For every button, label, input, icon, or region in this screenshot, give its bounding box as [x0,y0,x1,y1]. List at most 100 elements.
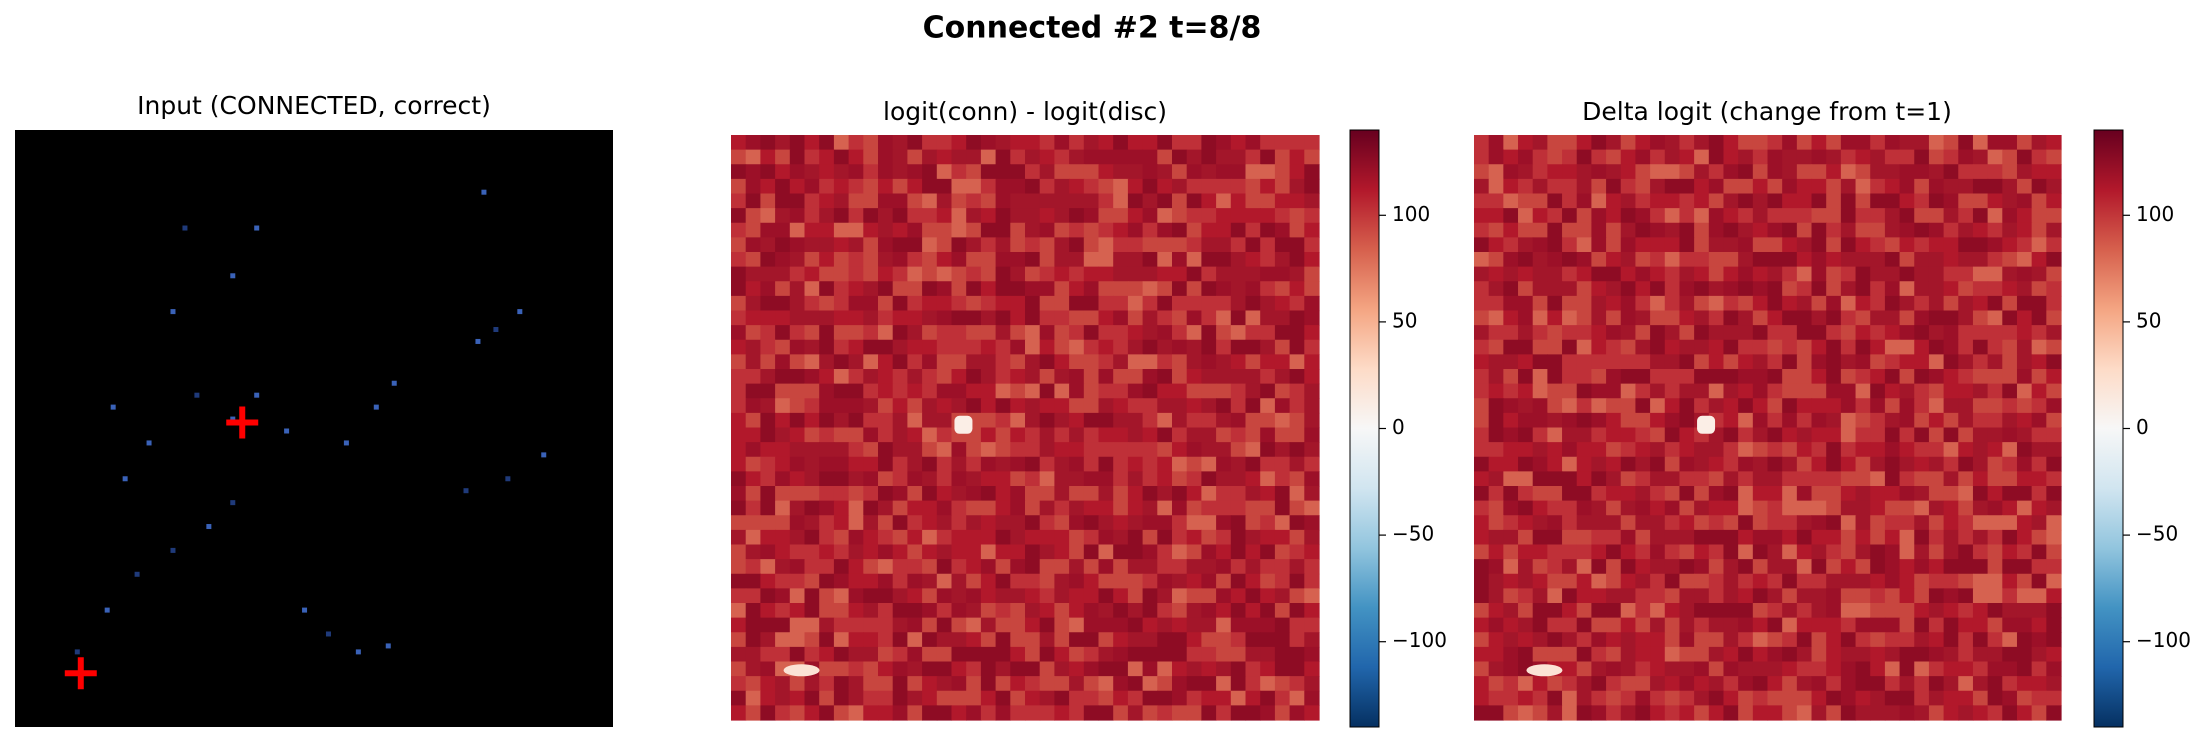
heatmap-cell [1870,456,1886,472]
heatmap-cell [1113,193,1129,209]
heatmap-cell [863,295,879,312]
heatmap-cell [2016,398,2033,414]
heatmap-cell [863,442,879,458]
heatmap-cell [731,135,747,151]
heatmap-cell [2046,544,2062,560]
heatmap-cell [1518,705,1534,721]
heatmap-cell [1010,442,1026,458]
heatmap-cell [775,544,791,560]
heatmap-cell [2002,705,2018,721]
heatmap-cell [1606,295,1622,312]
heatmap-cell [1069,442,1085,458]
heatmap-cell [1811,676,1827,692]
heatmap-cell [1972,559,1989,575]
heatmap-cell [1142,573,1158,589]
heatmap-cell [1289,208,1305,224]
heatmap-cell [1694,149,1710,165]
heatmap-cell [1260,442,1276,458]
heatmap-cell [1870,515,1886,531]
heatmap-cell [1664,252,1681,268]
heatmap-cell [1972,617,1989,633]
heatmap-cell [1884,208,1901,224]
heatmap-cell [1098,544,1114,560]
heatmap-cell [731,412,747,429]
heatmap-cell [1260,193,1276,209]
heatmap-cell [1987,135,2003,151]
heatmap-cell [1157,646,1173,663]
heatmap-cell [1039,544,1055,560]
heatmap-cell [1899,617,1915,633]
heatmap-cell [1562,486,1578,502]
heatmap-cell [1260,661,1276,677]
heatmap-cell [966,573,982,589]
heatmap-cell [1972,588,1989,604]
heatmap-cell [878,646,894,663]
heatmap-cell [980,529,997,546]
heatmap-cell [1796,544,1813,560]
heatmap-cell [1840,252,1857,268]
heatmap-cell [1010,500,1026,516]
heatmap-cell [1518,281,1534,297]
heatmap-cell [1664,617,1681,633]
heatmap-cell [980,237,997,253]
heatmap-cell [1503,573,1519,589]
heatmap-cell [1796,369,1813,385]
heatmap-cell [1488,486,1504,502]
heatmap-cell [1230,325,1247,341]
heatmap-cell [1127,369,1144,385]
heatmap-cell [1172,705,1188,721]
heatmap-cell [1796,222,1813,238]
heatmap-cell [1620,398,1637,414]
heatmap-cell [922,588,938,604]
heatmap-cell [1142,193,1158,209]
heatmap-cell [936,442,953,458]
heatmap-cell [775,310,791,326]
heatmap-cell [1635,500,1651,516]
heatmap-cell [1186,295,1202,312]
heatmap-cell [1943,339,1959,355]
heatmap-cell [1274,442,1291,458]
heatmap-cell [1928,339,1945,355]
heatmap-cell [789,369,806,385]
heatmap-cell [804,193,820,209]
heatmap-cell [804,471,820,487]
heatmap-cell [1782,295,1798,312]
heatmap-cell [1547,676,1563,692]
heatmap-cell [966,164,982,180]
heatmap-cell [1606,471,1622,487]
heatmap-cell [878,178,894,195]
heatmap-cell [2031,486,2047,502]
heatmap-cell [907,559,923,575]
heatmap-cell [1664,149,1681,165]
heatmap-cell [1474,661,1490,677]
heatmap-cell [1201,617,1217,633]
heatmap-cell [1230,559,1247,575]
heatmap-cell [2002,383,2018,399]
heatmap-cell [1157,676,1173,692]
heatmap-cell [1987,193,2003,209]
heatmap-cell [1694,339,1710,355]
heatmap-cell [1723,559,1739,575]
heatmap-cell [951,573,967,589]
heatmap-cell [745,515,761,531]
heatmap-cell [1547,252,1563,268]
heatmap-cell [1142,398,1158,414]
heatmap-cell [1260,164,1276,180]
heatmap-cell [1113,281,1129,297]
heatmap-cell [760,442,776,458]
heatmap-cell [1113,456,1129,472]
heatmap-cell [833,471,850,487]
heatmap-cell [1591,690,1607,706]
heatmap-cell [1562,383,1578,399]
heatmap-cell [1650,500,1666,516]
heatmap-cell [1532,164,1548,180]
heatmap-cell [878,515,894,531]
heatmap-cell [1958,661,1974,677]
heatmap-cell [1025,646,1041,663]
heatmap-cell [1914,149,1930,165]
heatmap-cell [1782,515,1798,531]
heatmap-cell [1518,676,1534,692]
heatmap-cell [1606,603,1622,619]
heatmap-cell [1752,369,1769,385]
heatmap-cell [1606,354,1622,370]
